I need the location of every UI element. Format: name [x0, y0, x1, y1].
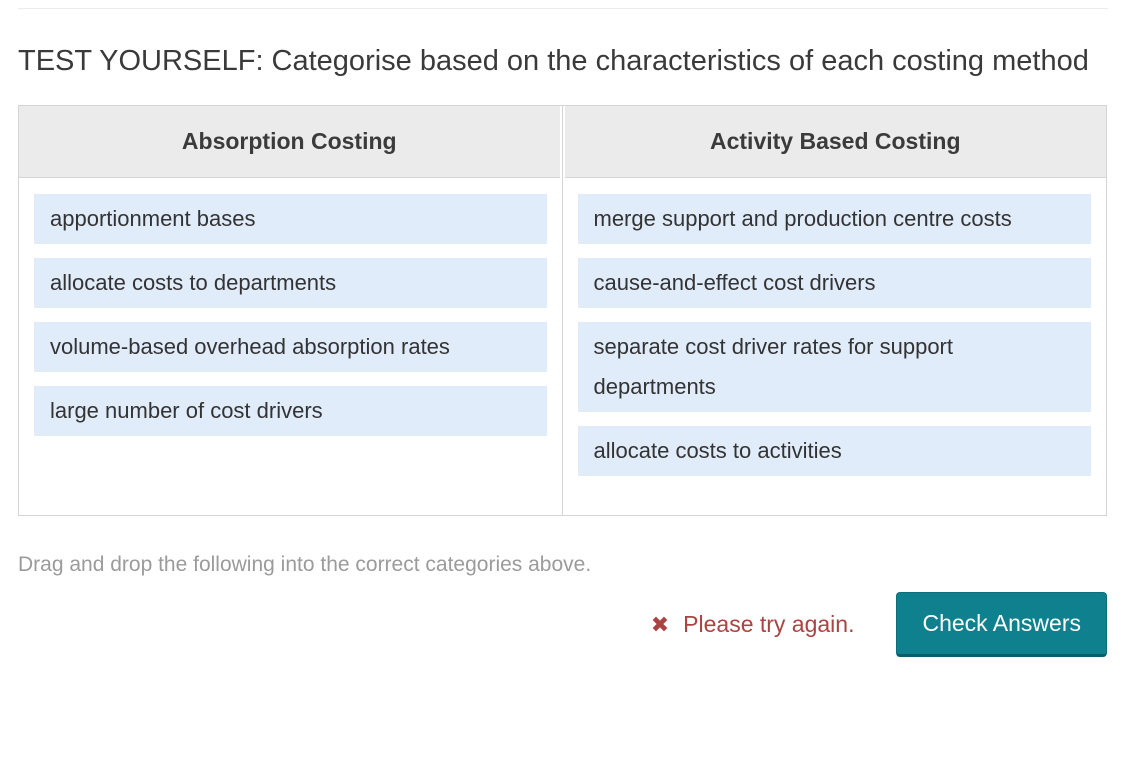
drag-item[interactable]: allocate costs to departments — [34, 258, 547, 308]
feedback-text: Please try again. — [683, 611, 855, 637]
column-absorption-costing: Absorption Costing apportionment bases a… — [19, 106, 563, 515]
column-header-absorption-costing: Absorption Costing — [19, 106, 560, 178]
check-answers-button[interactable]: Check Answers — [896, 592, 1107, 657]
drag-item[interactable]: apportionment bases — [34, 194, 547, 244]
page-title: TEST YOURSELF: Categorise based on the c… — [18, 45, 1089, 77]
drag-item[interactable]: separate cost driver rates for support d… — [577, 322, 1091, 412]
footer-row: ✖ Please try again. Check Answers — [18, 592, 1107, 657]
drag-item[interactable]: volume-based overhead absorption rates — [34, 322, 547, 372]
drag-item[interactable]: large number of cost drivers — [34, 386, 547, 436]
drag-item[interactable]: merge support and production centre cost… — [577, 194, 1091, 244]
category-table: Absorption Costing apportionment bases a… — [18, 105, 1107, 516]
quiz-page: TEST YOURSELF: Categorise based on the c… — [0, 8, 1108, 657]
drop-zone-activity-based-costing[interactable]: merge support and production centre cost… — [563, 178, 1107, 515]
drag-item[interactable]: cause-and-effect cost drivers — [577, 258, 1091, 308]
column-activity-based-costing: Activity Based Costing merge support and… — [562, 106, 1107, 515]
error-x-icon: ✖ — [650, 611, 670, 637]
drag-drop-instruction: Drag and drop the following into the cor… — [18, 553, 592, 576]
top-divider — [18, 8, 1108, 9]
column-header-activity-based-costing: Activity Based Costing — [564, 106, 1106, 178]
feedback-message: ✖ Please try again. — [651, 611, 855, 638]
drag-item[interactable]: allocate costs to activities — [577, 426, 1091, 476]
drop-zone-absorption-costing[interactable]: apportionment bases allocate costs to de… — [19, 178, 562, 515]
